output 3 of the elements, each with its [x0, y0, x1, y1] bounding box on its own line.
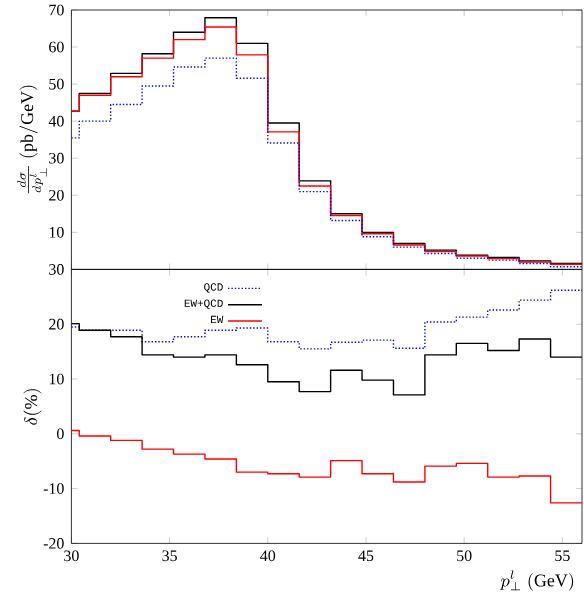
- y-axis-title: $\frac{d\sigma}{dp_\perp^l}\ \mathrm{(pb/GeV)}$: [17, 85, 47, 194]
- y-axis-title: $\delta(\%)$: [23, 389, 42, 425]
- x-axis-title: $p_\perp^l\ \mathrm{(GeV)}$: [499, 570, 574, 591]
